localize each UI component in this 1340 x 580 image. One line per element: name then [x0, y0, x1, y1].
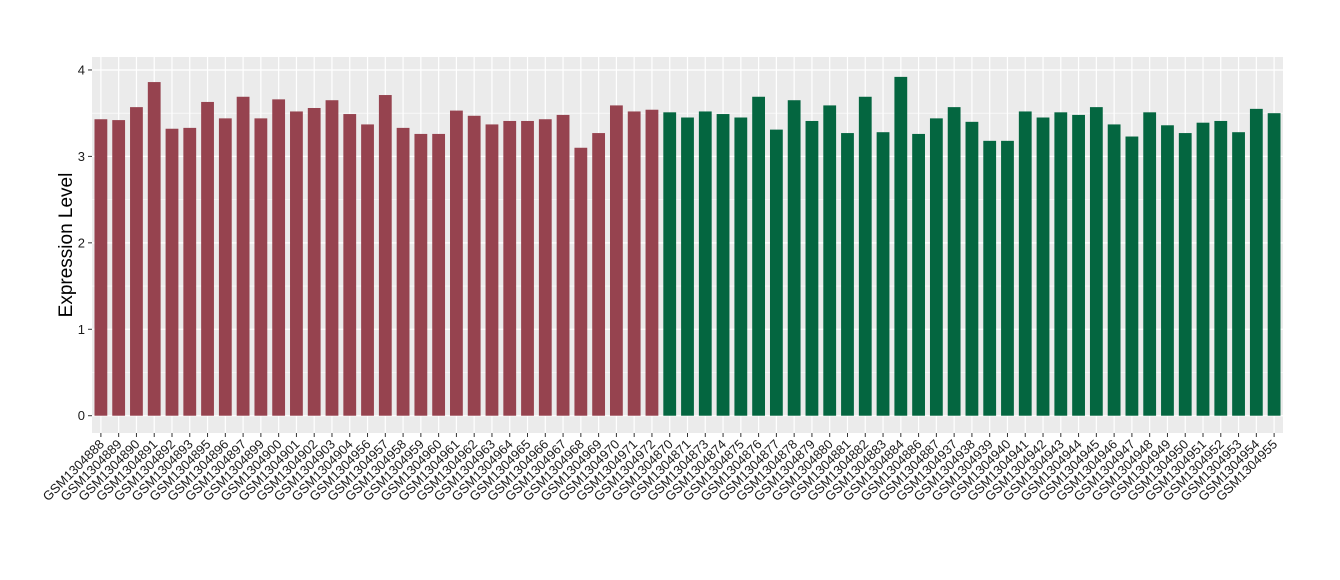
- bar-GSM1304946: [1107, 124, 1121, 416]
- bar-GSM1304940: [1001, 140, 1014, 416]
- bar-GSM1304961: [450, 110, 463, 416]
- bar-GSM1304901: [290, 111, 303, 416]
- bar-GSM1304948: [1143, 112, 1157, 416]
- bar-GSM1304938: [965, 121, 979, 416]
- bar-GSM1304897: [236, 96, 250, 416]
- bar-GSM1304870: [663, 112, 677, 416]
- bar-GSM1304896: [218, 118, 232, 416]
- bar-GSM1304899: [254, 118, 268, 416]
- bar-GSM1304970: [609, 105, 623, 416]
- bar-GSM1304889: [112, 120, 126, 416]
- bar-GSM1304900: [272, 99, 286, 416]
- bar-GSM1304952: [1214, 120, 1228, 416]
- bar-GSM1304904: [343, 114, 357, 416]
- bar-GSM1304955: [1267, 113, 1281, 416]
- bar-GSM1304943: [1054, 112, 1068, 416]
- bar-GSM1304950: [1178, 133, 1192, 416]
- bar-GSM1304890: [130, 107, 143, 416]
- bar-GSM1304881: [841, 133, 854, 416]
- bar-GSM1304893: [183, 127, 197, 416]
- bar-GSM1304958: [396, 127, 410, 416]
- bar-GSM1304969: [592, 133, 606, 416]
- y-tick-label: 0: [78, 408, 85, 423]
- bar-GSM1304903: [325, 100, 339, 416]
- bar-GSM1304941: [1018, 111, 1032, 416]
- bar-GSM1304937: [947, 107, 961, 416]
- bar-GSM1304947: [1125, 136, 1139, 416]
- y-axis-title: Expression Level: [56, 173, 77, 318]
- bar-GSM1304873: [698, 111, 712, 416]
- bar-GSM1304888: [94, 119, 108, 416]
- bar-GSM1304959: [414, 133, 428, 416]
- bar-GSM1304878: [787, 100, 801, 416]
- bar-GSM1304939: [983, 140, 997, 416]
- bar-GSM1304956: [361, 124, 374, 416]
- bar-GSM1304962: [467, 115, 481, 416]
- bar-GSM1304960: [432, 133, 446, 416]
- bar-GSM1304871: [681, 117, 694, 416]
- y-tick-label: 4: [78, 62, 85, 77]
- bar-GSM1304949: [1161, 125, 1174, 416]
- bar-GSM1304877: [769, 129, 783, 416]
- bar-GSM1304880: [823, 105, 837, 416]
- bar-GSM1304887: [929, 118, 943, 416]
- bar-GSM1304957: [378, 95, 392, 416]
- bar-GSM1304883: [876, 132, 890, 416]
- bar-GSM1304951: [1196, 122, 1210, 416]
- bar-GSM1304965: [521, 120, 534, 416]
- bar-GSM1304895: [201, 101, 214, 416]
- bar-GSM1304875: [734, 117, 748, 416]
- bar-GSM1304891: [147, 82, 161, 416]
- bar-GSM1304967: [556, 114, 570, 416]
- bar-GSM1304964: [503, 120, 517, 416]
- bar-GSM1304876: [752, 96, 766, 416]
- bar-GSM1304944: [1072, 114, 1085, 416]
- bar-GSM1304879: [805, 120, 819, 416]
- y-tick-label: 1: [78, 322, 85, 337]
- bar-GSM1304963: [485, 124, 499, 416]
- bar-GSM1304953: [1232, 132, 1245, 416]
- bar-GSM1304884: [894, 76, 908, 416]
- bar-GSM1304954: [1249, 108, 1263, 416]
- bar-GSM1304874: [716, 114, 730, 416]
- bar-GSM1304886: [912, 133, 925, 416]
- bar-GSM1304882: [858, 96, 872, 416]
- bar-GSM1304945: [1089, 107, 1103, 416]
- bar-GSM1304971: [627, 111, 641, 416]
- bar-GSM1304942: [1036, 117, 1050, 416]
- bar-GSM1304892: [165, 128, 179, 416]
- y-tick-label: 2: [78, 235, 85, 250]
- bar-GSM1304968: [574, 147, 588, 416]
- bar-GSM1304972: [645, 109, 659, 416]
- bar-GSM1304966: [538, 119, 552, 416]
- bar-GSM1304902: [307, 107, 321, 416]
- y-tick-label: 3: [78, 149, 85, 164]
